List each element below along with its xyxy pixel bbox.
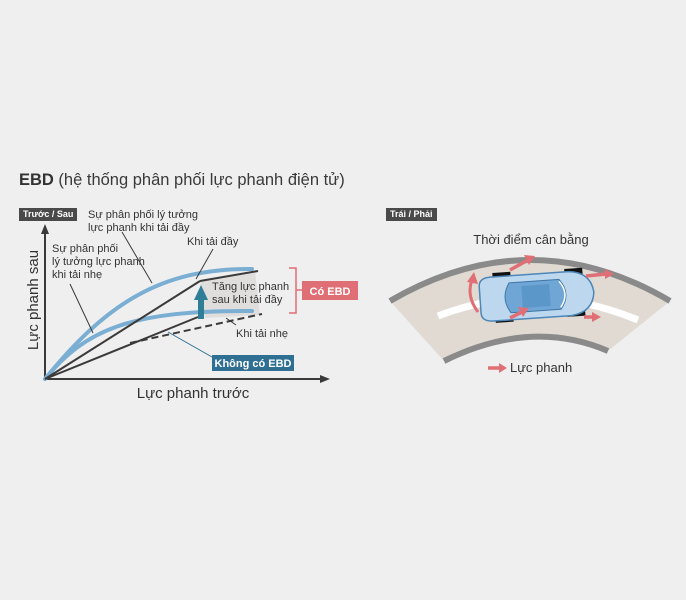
leader-ideal-light [69, 283, 94, 334]
car-roof [521, 284, 551, 308]
left-right-badge: Trái / Phải [386, 208, 437, 221]
label-ideal-full-2: lực phanh khi tải đầy [88, 222, 190, 234]
title-bold: EBD [19, 171, 54, 189]
front-rear-badge: Trước / Sau [19, 208, 78, 221]
label-increase-2: sau khi tải đầy [212, 294, 283, 306]
ebd-bracket [289, 267, 297, 314]
leader-full-load [195, 248, 214, 280]
label-ideal-light-2: lý tưởng lực phanh [52, 256, 145, 268]
arrow-rear-left-head [524, 255, 535, 265]
page-title: EBD (hệ thống phân phối lực phanh điện t… [19, 171, 345, 190]
yaw-arrow-head [467, 272, 478, 284]
arrow-front-right-head [592, 312, 601, 322]
arrow-rear-right [509, 310, 523, 320]
legend-label: Lực phanh [510, 360, 572, 375]
with-ebd-tag-bg [302, 281, 358, 300]
without-ebd-tag: Không có EBD [215, 358, 292, 370]
car-top-view [478, 267, 595, 323]
label-full-load: Khi tải đầy [187, 236, 239, 248]
y-axis-arrow [41, 224, 49, 234]
increase-region [200, 271, 260, 318]
arrow-rear-left [509, 258, 529, 272]
ebd-line-full-load [199, 270, 259, 282]
label-increase-1: Tăng lực phanh [212, 281, 289, 293]
road-inner-edge [442, 333, 610, 364]
title-rest: (hệ thống phân phối lực phanh điện tử) [53, 171, 345, 189]
ebd-line-light-load [44, 316, 199, 380]
leader-no-ebd [167, 331, 213, 358]
ebd-line-full-load-diag [44, 280, 201, 380]
label-light-load: Khi tải nhẹ [236, 328, 288, 340]
label-ideal-light-3: khi tải nhẹ [52, 269, 102, 281]
increase-arrow-shaft [198, 299, 204, 319]
increase-arrow-head [194, 285, 208, 300]
y-axis-title: Lực phanh sau [25, 250, 42, 350]
leader-ideal-full [121, 231, 153, 284]
x-axis-title: Lực phanh trước [137, 385, 250, 402]
arrow-front-left-head [605, 269, 614, 279]
balance-caption: Thời điểm cân bằng [473, 232, 588, 247]
car-windshield [558, 280, 566, 308]
legend-arrow-head [499, 363, 507, 373]
arrow-front-left [585, 272, 607, 278]
no-ebd-dashed-line [129, 313, 263, 344]
label-ideal-light-1: Sự phân phối [52, 243, 118, 255]
without-ebd-tag-bg [212, 355, 294, 371]
leader-light-load [225, 317, 237, 326]
ideal-curve-light-load [43, 308, 254, 381]
label-ideal-full-1: Sự phân phối lý tưởng [88, 209, 198, 221]
arrow-rear-right-head [518, 307, 529, 317]
x-axis-arrow [320, 375, 330, 383]
with-ebd-tag: Có EBD [310, 286, 351, 298]
